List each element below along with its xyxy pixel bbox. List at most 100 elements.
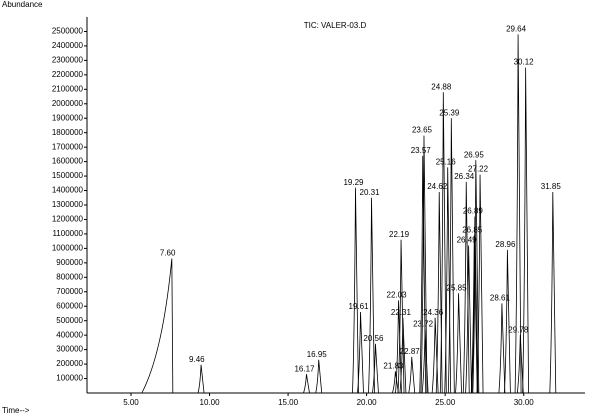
peak bbox=[470, 235, 478, 394]
peak-label: 25.16 bbox=[436, 158, 457, 167]
peak bbox=[399, 317, 407, 394]
peak bbox=[303, 374, 310, 394]
peak bbox=[141, 258, 174, 394]
peak-label: 7.60 bbox=[160, 249, 176, 258]
peak-label: 24.62 bbox=[427, 182, 448, 191]
peak bbox=[472, 160, 480, 394]
y-tick-label: 1700000 bbox=[52, 142, 84, 151]
peak bbox=[408, 356, 416, 394]
y-tick-label: 2000000 bbox=[52, 99, 84, 108]
peak bbox=[431, 317, 439, 394]
peak bbox=[421, 329, 429, 394]
peak-label: 21.83 bbox=[383, 361, 404, 370]
peak bbox=[352, 187, 359, 394]
peak-label: 26.49 bbox=[457, 236, 478, 245]
peak bbox=[462, 181, 470, 394]
peak bbox=[549, 191, 557, 394]
peak-label: 27.22 bbox=[468, 165, 489, 174]
peak-label: 31.85 bbox=[541, 182, 562, 191]
peak bbox=[392, 371, 399, 394]
peak bbox=[455, 293, 462, 394]
y-tick-label: 800000 bbox=[56, 272, 83, 281]
y-tick-label: 1800000 bbox=[52, 128, 84, 137]
y-tick-label: 300000 bbox=[56, 345, 83, 354]
peak bbox=[498, 303, 506, 394]
y-tick-label: 1000000 bbox=[52, 243, 84, 252]
peak bbox=[397, 239, 405, 394]
peak bbox=[503, 249, 511, 394]
y-tick-label: 2500000 bbox=[52, 27, 84, 36]
peak-label: 22.19 bbox=[389, 230, 410, 239]
y-tick-label: 500000 bbox=[56, 316, 83, 325]
x-tick-label: 25.00 bbox=[435, 398, 456, 407]
y-tick-label: 1400000 bbox=[52, 186, 84, 195]
peak-label: 29.78 bbox=[508, 325, 529, 334]
peak-label: 16.95 bbox=[307, 350, 328, 359]
y-tick-label: 2300000 bbox=[52, 55, 84, 64]
x-tick-label: 15.00 bbox=[278, 398, 299, 407]
peak-label: 16.17 bbox=[294, 364, 315, 373]
peak bbox=[357, 312, 364, 394]
peak bbox=[447, 118, 455, 394]
peak bbox=[420, 135, 428, 394]
y-tick-label: 1500000 bbox=[52, 171, 84, 180]
peak-label: 19.61 bbox=[349, 302, 370, 311]
y-tick-label: 2400000 bbox=[52, 41, 84, 50]
peak-label: 23.72 bbox=[413, 319, 434, 328]
y-tick-label: 1900000 bbox=[52, 113, 84, 122]
peak bbox=[372, 343, 379, 394]
y-tick-label: 100000 bbox=[56, 374, 83, 383]
y-tick-label: 1300000 bbox=[52, 200, 84, 209]
y-tick-label: 200000 bbox=[56, 359, 83, 368]
peak bbox=[476, 174, 484, 394]
peak bbox=[395, 300, 402, 394]
peak-label: 26.85 bbox=[462, 225, 483, 234]
y-tick-label: 2200000 bbox=[52, 70, 84, 79]
peak-label: 19.29 bbox=[343, 178, 364, 187]
peak-label: 24.88 bbox=[431, 82, 452, 91]
peak bbox=[471, 216, 479, 394]
peak bbox=[444, 167, 452, 394]
peak-label: 28.96 bbox=[495, 240, 516, 249]
y-tick-label: 1200000 bbox=[52, 215, 84, 224]
x-tick-label: 5.00 bbox=[123, 398, 139, 407]
peak bbox=[435, 191, 443, 394]
y-tick-label: 900000 bbox=[56, 258, 83, 267]
y-axis-label: Abundance bbox=[2, 0, 43, 9]
chart-title: TIC: VALER-03.D bbox=[304, 21, 367, 30]
peak-label: 20.31 bbox=[360, 188, 381, 197]
y-tick-label: 600000 bbox=[56, 301, 83, 310]
peak-label: 30.12 bbox=[514, 58, 535, 67]
x-tick-label: 10.00 bbox=[200, 398, 221, 407]
peak-label: 26.89 bbox=[463, 207, 484, 216]
peak-label: 22.87 bbox=[400, 347, 421, 356]
peak-label: 25.85 bbox=[447, 283, 468, 292]
peak-label: 22.31 bbox=[391, 308, 412, 317]
peak bbox=[514, 34, 522, 394]
peak bbox=[368, 197, 375, 394]
peak-label: 23.57 bbox=[411, 146, 432, 155]
peak bbox=[439, 92, 447, 394]
peak-label: 26.95 bbox=[464, 150, 485, 159]
x-tick-label: 20.00 bbox=[357, 398, 378, 407]
peak-label: 20.56 bbox=[363, 334, 384, 343]
peak-label: 25.39 bbox=[439, 108, 460, 117]
y-tick-label: 2100000 bbox=[52, 84, 84, 93]
x-axis-label: Time--> bbox=[2, 406, 30, 415]
peak-label: 9.46 bbox=[189, 355, 205, 364]
y-tick-label: 700000 bbox=[56, 287, 83, 296]
peak bbox=[197, 364, 205, 394]
y-tick-label: 1100000 bbox=[52, 229, 83, 238]
peak bbox=[419, 155, 427, 394]
peak-label: 22.03 bbox=[387, 291, 408, 300]
peak bbox=[315, 359, 323, 394]
peak-label: 29.64 bbox=[506, 24, 527, 33]
peak-label: 24.36 bbox=[423, 308, 444, 317]
peak-label: 23.65 bbox=[412, 126, 433, 135]
y-tick-label: 1600000 bbox=[52, 157, 84, 166]
peak-label: 28.61 bbox=[490, 293, 511, 302]
y-tick-label: 400000 bbox=[56, 330, 83, 339]
peak-label: 26.34 bbox=[454, 172, 475, 181]
peak bbox=[465, 245, 472, 394]
